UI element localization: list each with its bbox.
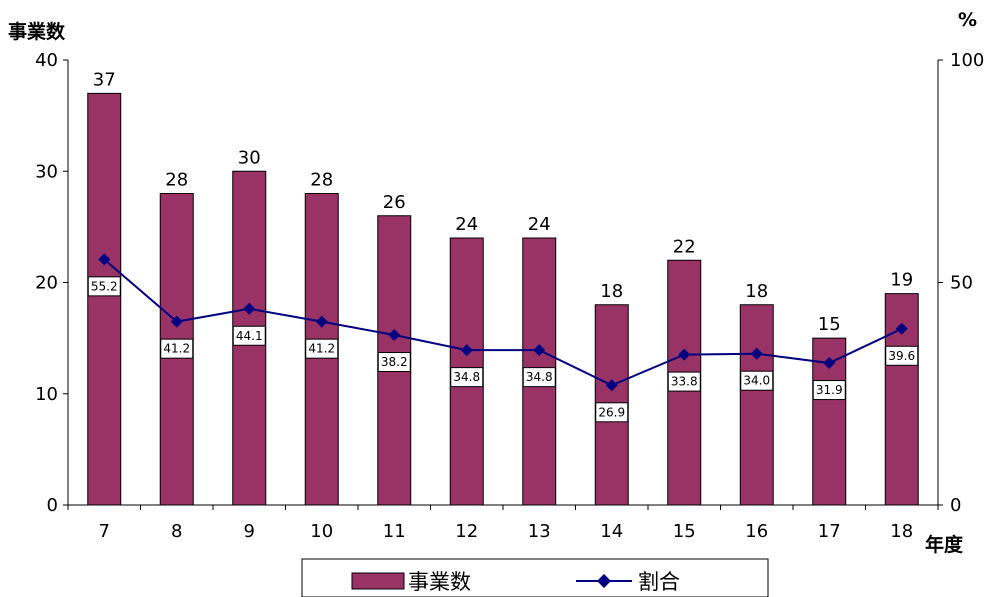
x-tick-label: 12 bbox=[455, 521, 478, 542]
x-tick-label: 18 bbox=[890, 521, 913, 542]
legend-line-marker bbox=[597, 574, 611, 588]
right-tick-label: 0 bbox=[950, 495, 961, 516]
left-tick-label: 0 bbox=[47, 495, 58, 516]
x-tick-label: 15 bbox=[673, 521, 696, 542]
left-tick-label: 10 bbox=[35, 384, 58, 405]
line-value-label: 39.6 bbox=[888, 349, 915, 363]
line-point bbox=[533, 344, 546, 357]
line-point bbox=[605, 379, 618, 392]
x-tick-label: 8 bbox=[171, 521, 182, 542]
bar-value-label: 37 bbox=[93, 69, 116, 90]
bar-value-label: 22 bbox=[673, 236, 696, 257]
line-point bbox=[895, 322, 908, 335]
line-value-label: 44.1 bbox=[236, 329, 263, 343]
line-value-label-box bbox=[740, 370, 774, 391]
line-point bbox=[388, 329, 401, 342]
axes-group bbox=[67, 60, 939, 506]
bar-series-group bbox=[87, 92, 919, 506]
line-point bbox=[460, 344, 473, 357]
line-point bbox=[315, 315, 328, 328]
bar-value-label: 28 bbox=[165, 170, 188, 191]
legend: 事業数 割合 bbox=[301, 558, 769, 597]
line-value-label: 33.8 bbox=[671, 375, 698, 389]
left-tick-label: 30 bbox=[35, 161, 58, 182]
bar-value-label: 24 bbox=[528, 214, 551, 235]
x-axis-title: 年度 bbox=[925, 533, 964, 556]
bar-value-label: 28 bbox=[310, 170, 333, 191]
line-value-label-box bbox=[522, 367, 556, 388]
bar bbox=[739, 304, 774, 506]
bar-value-label: 15 bbox=[818, 314, 841, 335]
bar-labels-group: 37 28 30 28 26 24 24 18 22 18 15 19 bbox=[93, 69, 913, 335]
line-value-label: 38.2 bbox=[381, 355, 408, 369]
left-axis-title: 事業数 bbox=[8, 20, 66, 43]
line-value-label: 41.2 bbox=[163, 342, 190, 356]
ticks-group: 0 10 20 30 40 0 50 100 7 8 9 10 11 12 13 14 15 16 17 18 bbox=[35, 50, 984, 542]
bar bbox=[87, 92, 122, 506]
line-value-label-box bbox=[885, 345, 919, 366]
line-value-label: 34.0 bbox=[743, 374, 770, 388]
right-axis-title: % bbox=[958, 9, 977, 31]
line-point bbox=[243, 302, 256, 315]
bar-value-label: 26 bbox=[383, 192, 406, 213]
line-value-label-box bbox=[377, 352, 411, 373]
bar-value-label: 19 bbox=[890, 270, 913, 291]
x-tick-label: 14 bbox=[600, 521, 623, 542]
x-tick-label: 16 bbox=[745, 521, 768, 542]
line-series-group bbox=[98, 253, 908, 392]
line-value-label-box bbox=[232, 325, 266, 346]
line-value-label-box bbox=[667, 371, 701, 392]
line-value-label: 34.8 bbox=[453, 370, 480, 384]
line-value-label-box bbox=[812, 380, 846, 401]
line-value-label: 26.9 bbox=[598, 405, 625, 419]
line-path bbox=[103, 258, 903, 387]
line-point bbox=[823, 357, 836, 370]
legend-line-label: 割合 bbox=[638, 570, 680, 594]
legend-bar-swatch bbox=[351, 572, 405, 590]
line-value-label-box bbox=[450, 367, 484, 388]
line-value-label: 34.8 bbox=[526, 370, 553, 384]
line-value-label: 41.2 bbox=[308, 342, 335, 356]
line-value-label: 55.2 bbox=[91, 279, 118, 293]
x-tick-label: 7 bbox=[99, 521, 110, 542]
line-value-label-box bbox=[160, 338, 194, 359]
line-point bbox=[98, 253, 111, 266]
left-tick-label: 40 bbox=[35, 50, 58, 71]
line-point bbox=[678, 348, 691, 361]
x-tick-label: 10 bbox=[310, 521, 333, 542]
legend-bar-label: 事業数 bbox=[408, 570, 471, 594]
line-value-label-box bbox=[305, 338, 339, 359]
bar-value-label: 30 bbox=[238, 147, 261, 168]
x-tick-label: 11 bbox=[383, 521, 406, 542]
line-point bbox=[750, 347, 763, 360]
line-labels-group: 55.2 41.2 44.1 41.2 38.2 34.8 34.8 26.9 33.8 34.0… bbox=[87, 276, 919, 423]
bar-value-label: 24 bbox=[455, 214, 478, 235]
line-value-label-box bbox=[595, 402, 629, 423]
x-tick-label: 9 bbox=[244, 521, 255, 542]
line-value-label: 31.9 bbox=[816, 383, 843, 397]
x-tick-label: 13 bbox=[528, 521, 551, 542]
right-tick-label: 50 bbox=[950, 273, 973, 294]
bar-value-label: 18 bbox=[600, 281, 623, 302]
line-point bbox=[170, 315, 183, 328]
line-value-label-box bbox=[87, 276, 121, 297]
x-tick-label: 17 bbox=[818, 521, 841, 542]
left-tick-label: 20 bbox=[35, 273, 58, 294]
right-tick-label: 100 bbox=[950, 50, 984, 71]
bar-value-label: 18 bbox=[745, 281, 768, 302]
